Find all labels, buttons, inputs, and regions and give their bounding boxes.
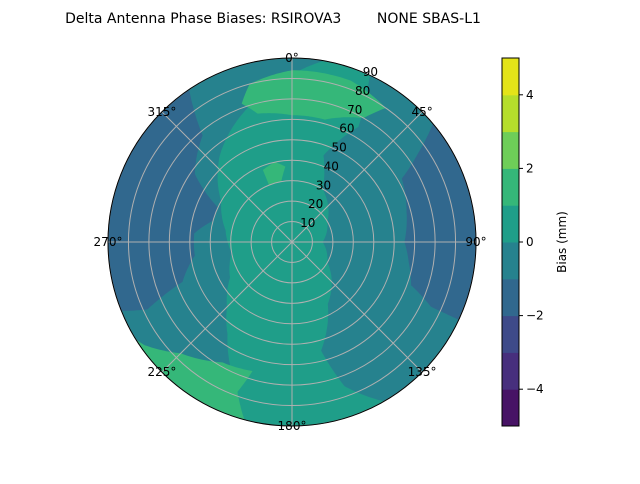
theta-tick-label: 0° xyxy=(285,51,299,65)
colorbar-band xyxy=(502,58,519,96)
theta-gridline xyxy=(161,241,293,373)
theta-gridline xyxy=(291,241,423,373)
r-tick-label: 10 xyxy=(300,216,315,230)
r-tick-label: 80 xyxy=(355,84,370,98)
colorbar-band xyxy=(502,242,519,280)
colorbar-tick-label: −4 xyxy=(526,382,544,396)
contour-region-4 xyxy=(241,70,386,120)
theta-gridline xyxy=(291,111,423,243)
colorbar: −4 −2 0 2 4 xyxy=(501,57,544,427)
polar-plot-area: 0° 45° 90° 135° 180° 225° 270° 315° 10 20 30 40 50 60… xyxy=(94,51,487,433)
theta-tick-label: 180° xyxy=(278,419,307,433)
theta-tick-label: 225° xyxy=(147,365,176,379)
colorbar-band xyxy=(502,352,519,390)
r-tick-label: 40 xyxy=(324,159,339,173)
colorbar-tick-label: 4 xyxy=(526,88,534,102)
contour-region-3 xyxy=(401,123,476,320)
colorbar-tick-label: 0 xyxy=(526,235,534,249)
r-tick-label: 50 xyxy=(331,141,346,155)
colorbar-band xyxy=(502,315,519,353)
polar-frame xyxy=(107,57,477,427)
colorbar-band xyxy=(502,168,519,206)
theta-tick-label: 90° xyxy=(465,235,486,249)
colorbar-band xyxy=(502,389,519,427)
colorbar-band xyxy=(502,131,519,169)
r-tick-label: 60 xyxy=(339,122,354,136)
colorbar-label: Bias (mm) xyxy=(555,211,569,273)
colorbar-band xyxy=(502,94,519,133)
colorbar-band xyxy=(502,278,519,317)
r-tick-label: 70 xyxy=(347,103,362,117)
contour-region-6 xyxy=(136,339,253,420)
theta-tick-label: 135° xyxy=(408,365,437,379)
theta-tick-label: 45° xyxy=(411,105,432,119)
contour-region-5 xyxy=(262,162,286,186)
theta-tick-label: 315° xyxy=(147,105,176,119)
theta-gridline xyxy=(161,111,293,243)
chart-title: Delta Antenna Phase Biases: RSIROVA3 NON… xyxy=(65,11,481,27)
theta-tick-label: 270° xyxy=(94,235,123,249)
r-tick-label: 20 xyxy=(308,197,323,211)
r-tick-label: 90 xyxy=(363,65,378,79)
colorbar-tick-label: −2 xyxy=(526,309,544,323)
colorbar-band xyxy=(502,205,519,243)
r-tick-label: 30 xyxy=(316,178,331,192)
colorbar-tick-label: 2 xyxy=(526,161,534,175)
